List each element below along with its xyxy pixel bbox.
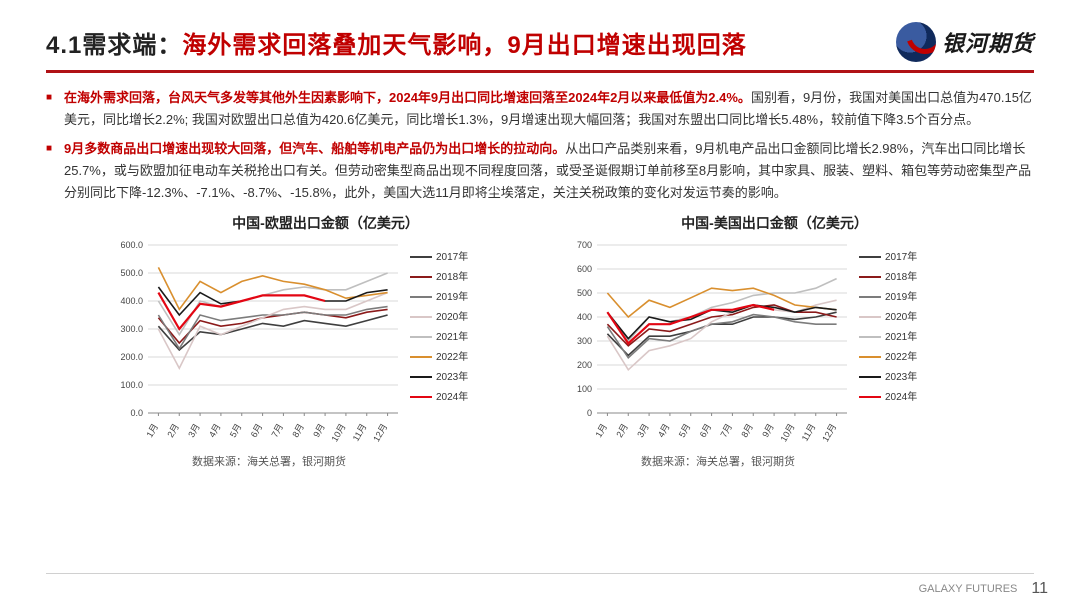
chart-eu: 中国-欧盟出口金额（亿美元） 0.0 100.0 200.0 300.0 400.0 50… [106, 213, 545, 469]
svg-text:2021年: 2021年 [885, 330, 917, 343]
svg-text:4月: 4月 [656, 422, 672, 439]
logo-swirl-icon [896, 22, 936, 62]
svg-text:0.0: 0.0 [130, 408, 143, 418]
chart-title: 中国-欧盟出口金额（亿美元） [106, 213, 545, 233]
svg-text:2018年: 2018年 [885, 270, 917, 283]
svg-text:10月: 10月 [329, 422, 347, 443]
svg-text:5月: 5月 [677, 422, 693, 439]
title-highlight: 海外需求回落叠加天气影响，9月出口增速出现回落 [182, 32, 746, 59]
svg-text:100: 100 [577, 384, 592, 394]
slide-header: 4.1需求端：海外需求回落叠加天气影响，9月出口增速出现回落 银河期货 [46, 22, 1034, 73]
footer-brand: GALAXY FUTURES [919, 583, 1018, 595]
svg-text:700: 700 [577, 240, 592, 250]
chart-us: 中国-美国出口金额（亿美元） 0 100 200 300 400 500 600 700 1月 2… [555, 213, 994, 469]
chart-source: 数据来源：海关总署，银河期货 [106, 447, 545, 469]
brand-logo: 银河期货 [896, 22, 1034, 62]
svg-text:3月: 3月 [635, 422, 651, 439]
svg-text:500: 500 [577, 288, 592, 298]
bullet-item: 9月多数商品出口增速出现较大回落，但汽车、船舶等机电产品仍为出口增长的拉动向。从… [64, 138, 1034, 205]
svg-text:7月: 7月 [718, 422, 734, 439]
page-number: 11 [1031, 580, 1048, 598]
svg-text:300.0: 300.0 [120, 324, 143, 334]
svg-text:6月: 6月 [249, 422, 265, 439]
bullet-lead: 9月多数商品出口增速出现较大回落，但汽车、船舶等机电产品仍为出口增长的拉动向。 [64, 141, 565, 156]
slide-footer: GALAXY FUTURES 11 [919, 580, 1048, 598]
svg-text:8月: 8月 [290, 422, 306, 439]
svg-text:2023年: 2023年 [436, 370, 468, 383]
svg-text:400.0: 400.0 [120, 296, 143, 306]
svg-text:8月: 8月 [739, 422, 755, 439]
svg-text:2017年: 2017年 [436, 250, 468, 263]
chart-title: 中国-美国出口金额（亿美元） [555, 213, 994, 233]
chart-source: 数据来源：海关总署，银河期货 [555, 447, 994, 469]
svg-text:2020年: 2020年 [885, 310, 917, 323]
svg-text:2019年: 2019年 [885, 290, 917, 303]
svg-text:2月: 2月 [165, 422, 181, 439]
svg-text:2024年: 2024年 [436, 390, 468, 403]
svg-text:2020年: 2020年 [436, 310, 468, 323]
bullet-item: 在海外需求回落，台风天气多发等其他外生因素影响下，2024年9月出口同比增速回落… [64, 87, 1034, 132]
svg-text:200.0: 200.0 [120, 352, 143, 362]
svg-text:12月: 12月 [820, 422, 838, 443]
slide: 4.1需求端：海外需求回落叠加天气影响，9月出口增速出现回落 银河期货 在海外需… [0, 0, 1080, 608]
svg-text:600: 600 [577, 264, 592, 274]
logo-text: 银河期货 [942, 26, 1034, 58]
page-title: 4.1需求端：海外需求回落叠加天气影响，9月出口增速出现回落 [46, 25, 747, 60]
footer-divider [46, 573, 1034, 574]
svg-text:500.0: 500.0 [120, 268, 143, 278]
bullet-lead: 在海外需求回落，台风天气多发等其他外生因素影响下，2024年9月出口同比增速回落… [64, 90, 751, 105]
svg-text:400: 400 [577, 312, 592, 322]
title-plain: 4.1需求端： [46, 32, 182, 59]
svg-text:3月: 3月 [186, 422, 202, 439]
svg-text:11月: 11月 [351, 422, 369, 443]
bullet-list: 在海外需求回落，台风天气多发等其他外生因素影响下，2024年9月出口同比增速回落… [46, 87, 1034, 205]
svg-text:9月: 9月 [760, 422, 776, 439]
svg-text:0: 0 [587, 408, 592, 418]
svg-text:2023年: 2023年 [885, 370, 917, 383]
charts-row: 中国-欧盟出口金额（亿美元） 0.0 100.0 200.0 300.0 400.0 50… [46, 213, 1034, 469]
svg-text:2021年: 2021年 [436, 330, 468, 343]
svg-text:300: 300 [577, 336, 592, 346]
svg-text:6月: 6月 [698, 422, 714, 439]
svg-text:7月: 7月 [269, 422, 285, 439]
svg-text:2018年: 2018年 [436, 270, 468, 283]
svg-text:12月: 12月 [371, 422, 389, 443]
svg-text:2017年: 2017年 [885, 250, 917, 263]
svg-text:1月: 1月 [593, 422, 609, 439]
line-chart-eu: 0.0 100.0 200.0 300.0 400.0 500.0 600.0 1月 2月 3月 4… [106, 237, 486, 447]
svg-text:4月: 4月 [207, 422, 223, 439]
svg-text:2024年: 2024年 [885, 390, 917, 403]
svg-text:10月: 10月 [778, 422, 796, 443]
svg-text:2019年: 2019年 [436, 290, 468, 303]
svg-text:200: 200 [577, 360, 592, 370]
svg-text:1月: 1月 [144, 422, 160, 439]
svg-text:5月: 5月 [228, 422, 244, 439]
svg-text:600.0: 600.0 [120, 240, 143, 250]
svg-text:9月: 9月 [311, 422, 327, 439]
svg-text:11月: 11月 [800, 422, 818, 443]
svg-text:2月: 2月 [614, 422, 630, 439]
line-chart-us: 0 100 200 300 400 500 600 700 1月 2月 3月 4月 5月 6月7月 8月 9月… [555, 237, 935, 447]
svg-text:2022年: 2022年 [885, 350, 917, 363]
svg-text:2022年: 2022年 [436, 350, 468, 363]
svg-text:100.0: 100.0 [120, 380, 143, 390]
